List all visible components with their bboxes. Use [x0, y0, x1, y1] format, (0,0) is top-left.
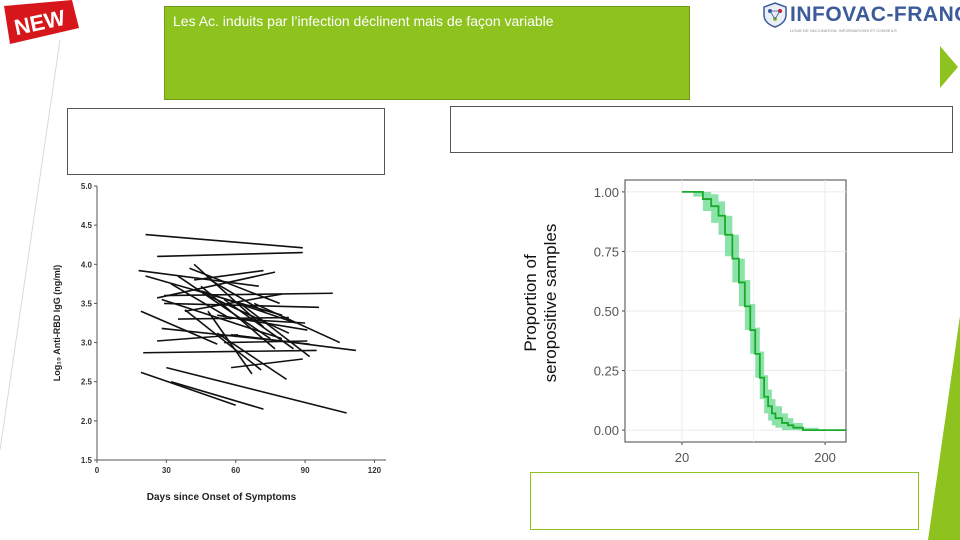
y-axis-label: Proportion ofseropositive samples [521, 224, 560, 383]
survival-curve [681, 191, 846, 431]
series-line [231, 358, 303, 369]
y-tick-label: 3.0 [81, 339, 93, 348]
x-tick-label: 200 [814, 450, 836, 465]
series-line [217, 314, 308, 331]
y-tick-label: 2.5 [81, 378, 93, 387]
title-box: Les Ac. induits par l’infection déclinen… [164, 6, 690, 100]
shield-network-icon [763, 2, 787, 28]
x-axis-label: Days since Onset of Symptoms [147, 492, 297, 503]
series-line [161, 298, 283, 340]
y-tick-label: 0.00 [594, 423, 619, 438]
new-badge: NEW [4, 0, 79, 44]
series-line [207, 310, 253, 375]
series-line [143, 349, 317, 354]
series-line [138, 269, 259, 287]
y-axis-label-line: Proportion of [521, 254, 540, 352]
series-line [253, 302, 341, 344]
series-line [166, 366, 347, 414]
x-tick-label: 120 [368, 466, 382, 475]
plot-area [97, 186, 386, 460]
series-line [184, 309, 262, 371]
y-tick-label: 4.5 [81, 221, 93, 230]
series-line [224, 340, 308, 344]
brand-logo: INFOVAC-FRANCE LIGUE DE VACCINATION, INF… [762, 2, 960, 38]
right-caption-box [450, 106, 953, 153]
y-tick-label: 1.5 [81, 456, 93, 465]
y-tick-label: 3.5 [81, 299, 93, 308]
decor-line [0, 39, 61, 451]
y-tick-label: 0.25 [594, 364, 619, 379]
series-line [145, 233, 303, 249]
bottom-caption-box [530, 472, 919, 530]
antibody-decline-chart: 1.5 2.0 2.5 3.0 3.5 4.0 4.5 5.0 0 30 60 90 120 Days s… [52, 182, 386, 503]
x-tick-label: 90 [301, 466, 310, 475]
x-tick-label: 30 [162, 466, 171, 475]
edge-triangle [928, 316, 960, 540]
series-line [193, 269, 264, 281]
series-line [177, 275, 271, 340]
series-line [157, 251, 303, 258]
brand-name: INFOVAC-FRANCE [790, 3, 960, 26]
arrow-icon [940, 46, 958, 88]
series-line [189, 267, 280, 305]
series-line [200, 290, 297, 324]
seropositivity-chart: 0.00 0.25 0.50 0.75 1.00 20 200 Proportion ofse… [521, 179, 847, 465]
series-line [140, 371, 236, 406]
y-tick-label: 4.0 [81, 260, 93, 269]
y-axis-label: Log₁₀ Anti-RBD IgG (ng/ml) [52, 265, 62, 381]
badge-shape [4, 0, 79, 44]
x-tick-label: 20 [675, 450, 689, 465]
y-tick-label: 1.00 [594, 185, 619, 200]
y-tick-label: 0.50 [594, 304, 619, 319]
x-tick-label: 0 [95, 466, 100, 475]
y-tick-label: 5.0 [81, 182, 93, 191]
series-line [140, 310, 218, 345]
series-line [239, 302, 311, 358]
left-caption-box [67, 108, 385, 175]
series-line [170, 283, 232, 320]
series-line [164, 292, 333, 297]
series-line [209, 279, 267, 314]
y-axis-label-line: seropositive samples [541, 224, 560, 383]
x-tick-label: 60 [231, 466, 240, 475]
y-tick-label: 2.0 [81, 417, 93, 426]
slide-title: Les Ac. induits par l’infection déclinen… [173, 13, 554, 29]
y-tick-label: 0.75 [594, 244, 619, 259]
brand-tagline: LIGUE DE VACCINATION, INFORMATIONS ET CO… [790, 28, 897, 33]
series-line [170, 380, 264, 410]
series-line [207, 294, 290, 334]
